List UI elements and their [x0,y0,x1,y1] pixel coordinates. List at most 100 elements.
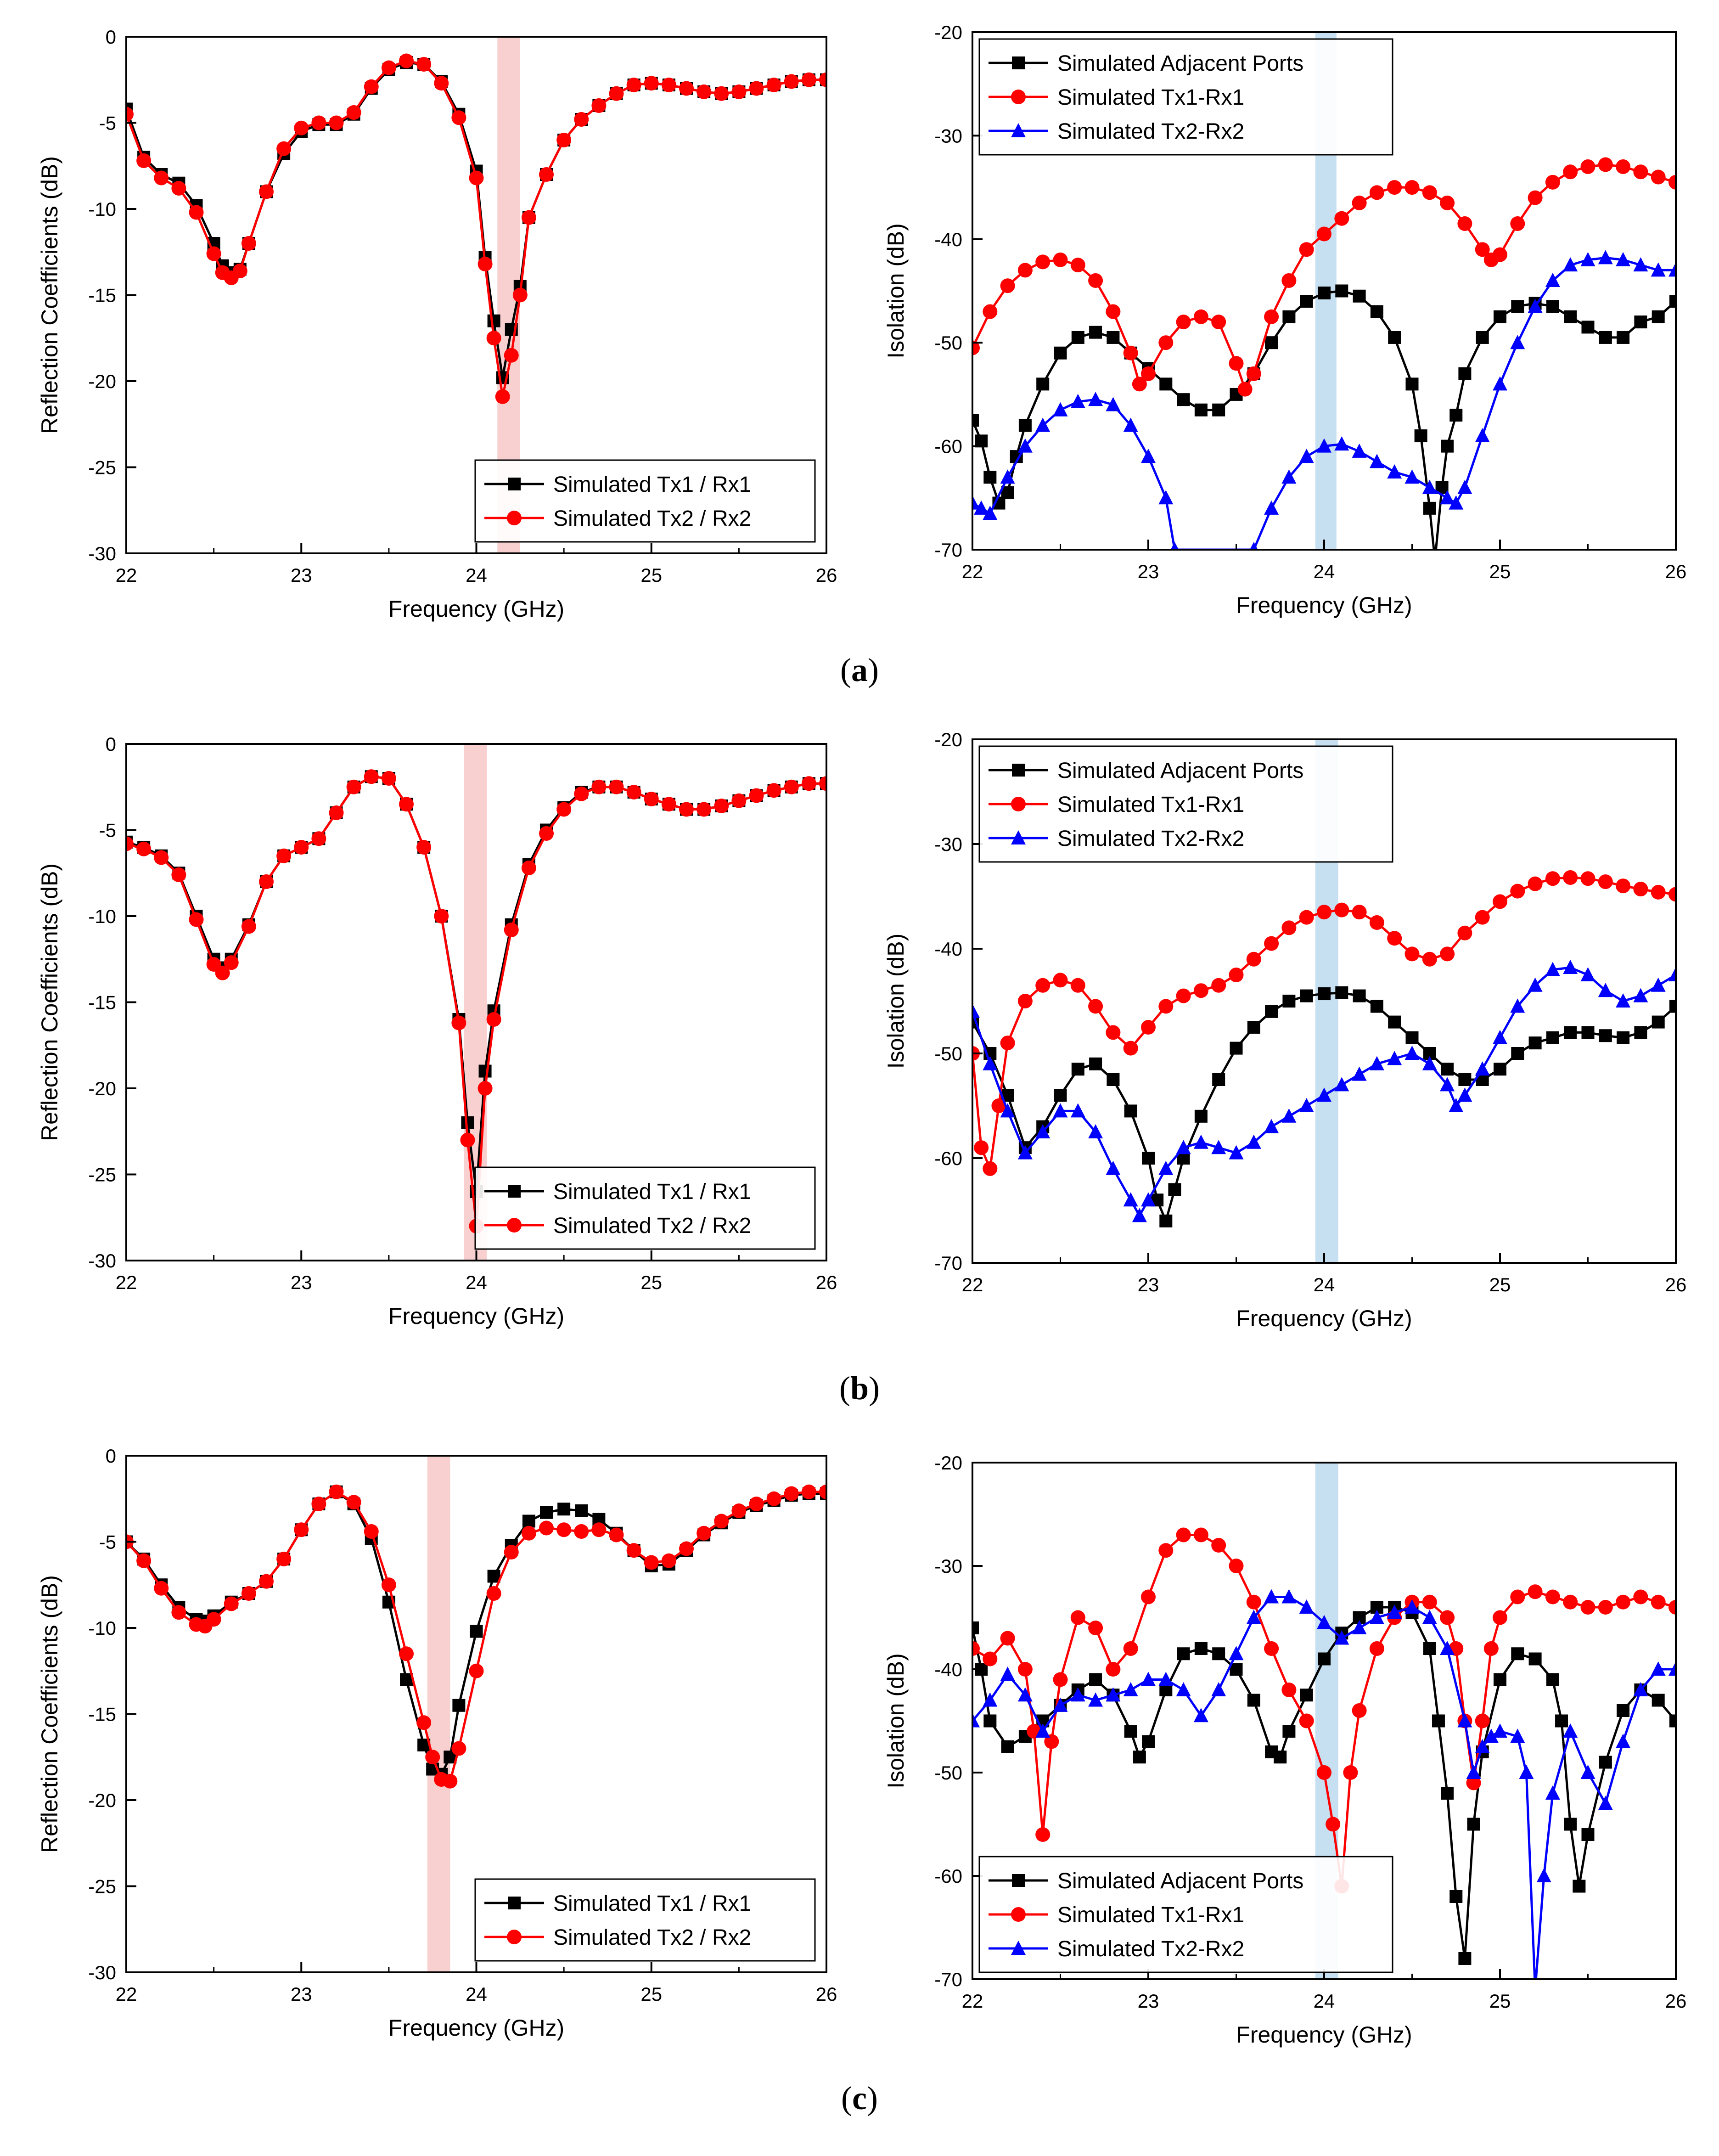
data-point [1017,263,1033,278]
data-point [1493,1030,1507,1044]
data-point [749,788,764,803]
data-point [1193,1134,1208,1149]
data-point [1563,164,1578,180]
data-point [1493,1723,1507,1738]
data-point [1246,1594,1261,1610]
data-point [346,1495,361,1510]
y-tick-label: -30 [88,1962,116,1983]
series-0 [972,986,1676,1227]
x-tick-label: 23 [1138,1990,1159,2012]
data-point [1510,216,1525,231]
data-point [1493,247,1507,262]
y-tick-label: -40 [934,229,962,250]
series-0 [126,1485,826,1781]
x-axis-label: Frequency (GHz) [1236,1306,1412,1331]
data-point [1493,376,1507,391]
data-point [1158,335,1174,350]
x-tick-label: 24 [1314,1990,1335,2012]
y-axis-label: Isolation (dB) [883,934,909,1069]
legend-marker [507,511,522,525]
x-tick-label: 22 [962,1990,983,2012]
data-point [1668,175,1676,190]
data-point [1317,1765,1331,1780]
data-point [972,1621,979,1634]
data-point [1017,1662,1033,1677]
series-1 [126,53,826,404]
data-point [819,1484,826,1499]
data-point [364,769,379,784]
data-point [574,1524,589,1539]
x-tick-label: 25 [1489,1990,1511,2012]
data-point [1651,977,1666,992]
data-point [1441,1063,1454,1076]
data-point [1651,262,1666,277]
data-point [451,1015,466,1030]
y-tick-label: -30 [934,1555,962,1577]
data-point [171,181,186,196]
legend-label: Simulated Tx2 / Rx2 [553,1214,751,1238]
data-point [1212,1073,1225,1086]
data-point [1616,1734,1631,1748]
data-point [1282,310,1296,323]
data-point [1483,1641,1499,1656]
data-point [136,841,152,856]
data-point [486,1012,501,1027]
data-point [1369,1641,1384,1656]
data-point [1237,382,1253,397]
data-point [1282,1725,1296,1738]
data-point [460,1132,475,1148]
data-point [644,76,659,91]
x-tick-label: 26 [1665,1274,1687,1295]
data-point [1352,1066,1367,1081]
y-tick-label: -30 [934,125,962,146]
data-point [1352,1703,1367,1718]
data-point [1617,331,1630,344]
data-point [1141,1589,1156,1604]
data-point [1668,262,1676,277]
data-point [504,923,519,937]
data-point [1528,298,1543,313]
data-point [416,1715,432,1730]
data-point [1370,305,1383,318]
data-point [1633,988,1648,1002]
data-point [679,1541,694,1556]
data-point [346,105,361,120]
data-point [1598,874,1613,889]
series-line [126,61,826,379]
x-tick-label: 26 [816,1983,837,2005]
data-point [1580,871,1595,886]
data-point [766,1491,781,1506]
data-point [1519,1765,1534,1779]
data-point [1475,910,1490,925]
data-point [1616,159,1631,175]
data-point [1467,1818,1480,1831]
data-point [1633,164,1648,180]
legend-label: Simulated Adjacent Ports [1057,1869,1303,1893]
data-point [1483,1728,1499,1743]
data-point [1247,1694,1260,1707]
data-point [329,805,344,820]
data-point [1510,335,1525,349]
data-point [1229,356,1244,371]
data-point [451,110,466,125]
data-point [1616,878,1631,894]
data-point [1617,1704,1630,1717]
caption-c: (c) [841,2080,878,2117]
legend-label: Simulated Tx2-Rx2 [1057,1937,1244,1961]
data-point [1475,428,1490,443]
y-tick-label: -25 [88,457,116,478]
data-point [557,1503,571,1516]
legend-label: Simulated Tx1 / Rx1 [553,1891,751,1916]
data-point [1457,1087,1472,1102]
legend-marker [1011,830,1026,844]
data-point [1264,1119,1279,1133]
data-point [1265,1005,1278,1018]
data-point [556,802,572,817]
data-point [1563,870,1578,885]
data-point [1466,1775,1481,1790]
data-point [644,1555,659,1570]
data-point [1633,257,1648,272]
x-tick-label: 24 [466,1983,487,2005]
data-point [1158,1160,1174,1175]
